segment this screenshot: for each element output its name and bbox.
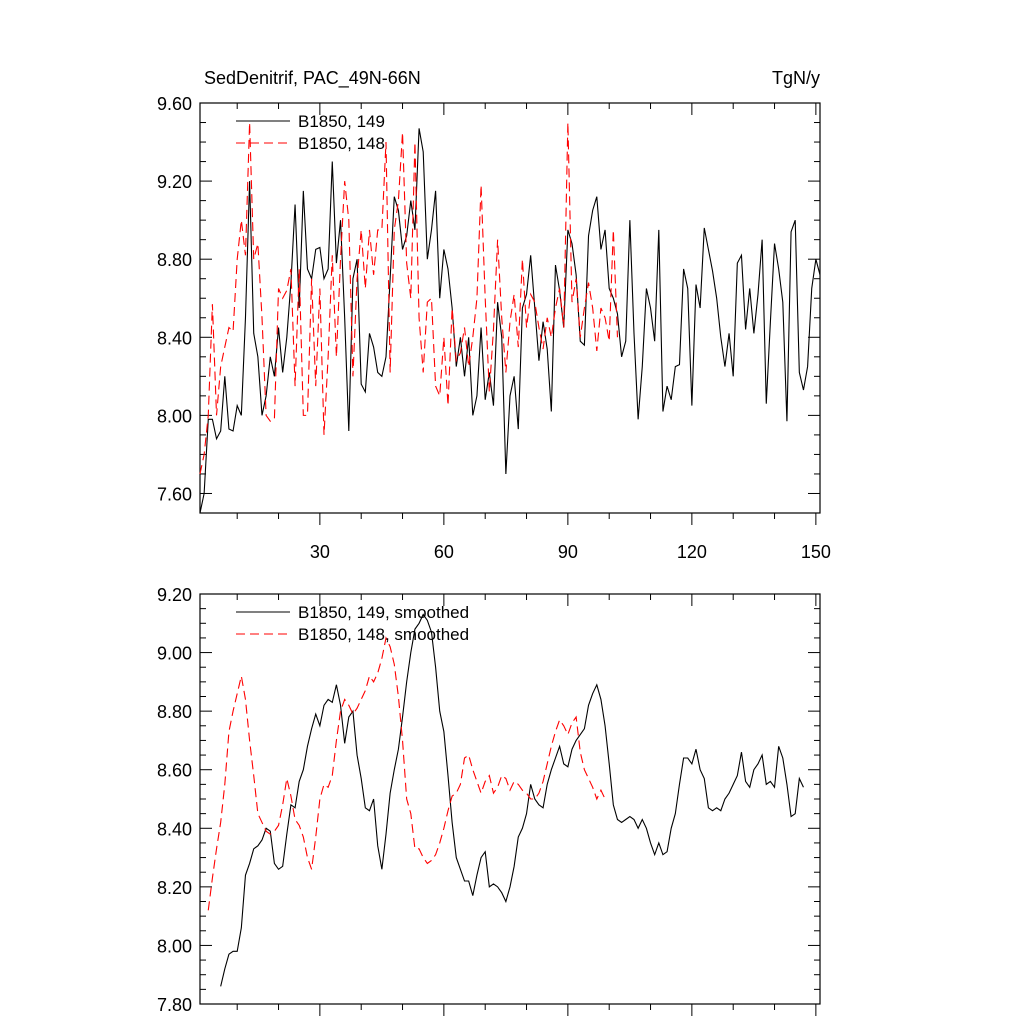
top-ytick-label-4: 9.20 (157, 172, 192, 192)
top-xtick-label-0: 30 (310, 542, 330, 562)
top-xtick-label-1: 60 (434, 542, 454, 562)
bottom-ticks: 7.80 8.00 8.20 8.40 8.60 8.80 9.00 9.20 (157, 585, 820, 1016)
bottom-series-line-1 (207, 636, 606, 911)
bottom-ytick-label-3: 8.40 (157, 819, 192, 839)
top-ytick-label-3: 8.80 (157, 250, 192, 270)
bottom-legend-label-0: B1850, 149, smoothed (298, 603, 469, 622)
top-ytick-label-1: 8.00 (157, 406, 192, 426)
top-xtick-label-3: 120 (677, 542, 707, 562)
top-series-group (199, 122, 821, 514)
bottom-ytick-label-6: 9.00 (157, 644, 192, 664)
top-xtick-label-4: 150 (801, 542, 831, 562)
bottom-plot-frame (199, 593, 821, 1005)
top-legend-label-0: B1850, 149 (298, 112, 385, 131)
bottom-ytick-label-5: 8.80 (157, 702, 192, 722)
top-legend: B1850, 149 B1850, 148 (236, 112, 385, 153)
top-chart-title: SedDenitrif, PAC_49N-66N (204, 68, 421, 89)
bottom-series-group (207, 613, 804, 987)
top-series-line-1 (199, 122, 619, 475)
top-series-line-0 (199, 128, 821, 514)
top-ytick-label-0: 7.60 (157, 484, 192, 504)
bottom-legend-label-1: B1850, 148, smoothed (298, 625, 469, 644)
bottom-series-line-0 (220, 613, 804, 987)
bottom-ytick-label-4: 8.60 (157, 761, 192, 781)
bottom-legend: B1850, 149, smoothed B1850, 148, smoothed (236, 603, 469, 644)
top-legend-label-1: B1850, 148 (298, 134, 385, 153)
top-ytick-label-5: 9.60 (157, 94, 192, 114)
bottom-ytick-label-1: 8.00 (157, 936, 192, 956)
top-ytick-label-2: 8.40 (157, 328, 192, 348)
top-plot-frame (199, 102, 821, 514)
top-xtick-label-2: 90 (558, 542, 578, 562)
bottom-ytick-label-2: 8.20 (157, 878, 192, 898)
top-panel: SedDenitrif, PAC_49N-66N TgN/y 7.60 8.00 8… (157, 68, 831, 562)
bottom-ytick-label-7: 9.20 (157, 585, 192, 605)
top-chart-units: TgN/y (772, 68, 820, 88)
bottom-ytick-label-0: 7.80 (157, 995, 192, 1015)
bottom-panel: 7.80 8.00 8.20 8.40 8.60 8.80 9.00 9.20 B1850, … (157, 585, 821, 1016)
